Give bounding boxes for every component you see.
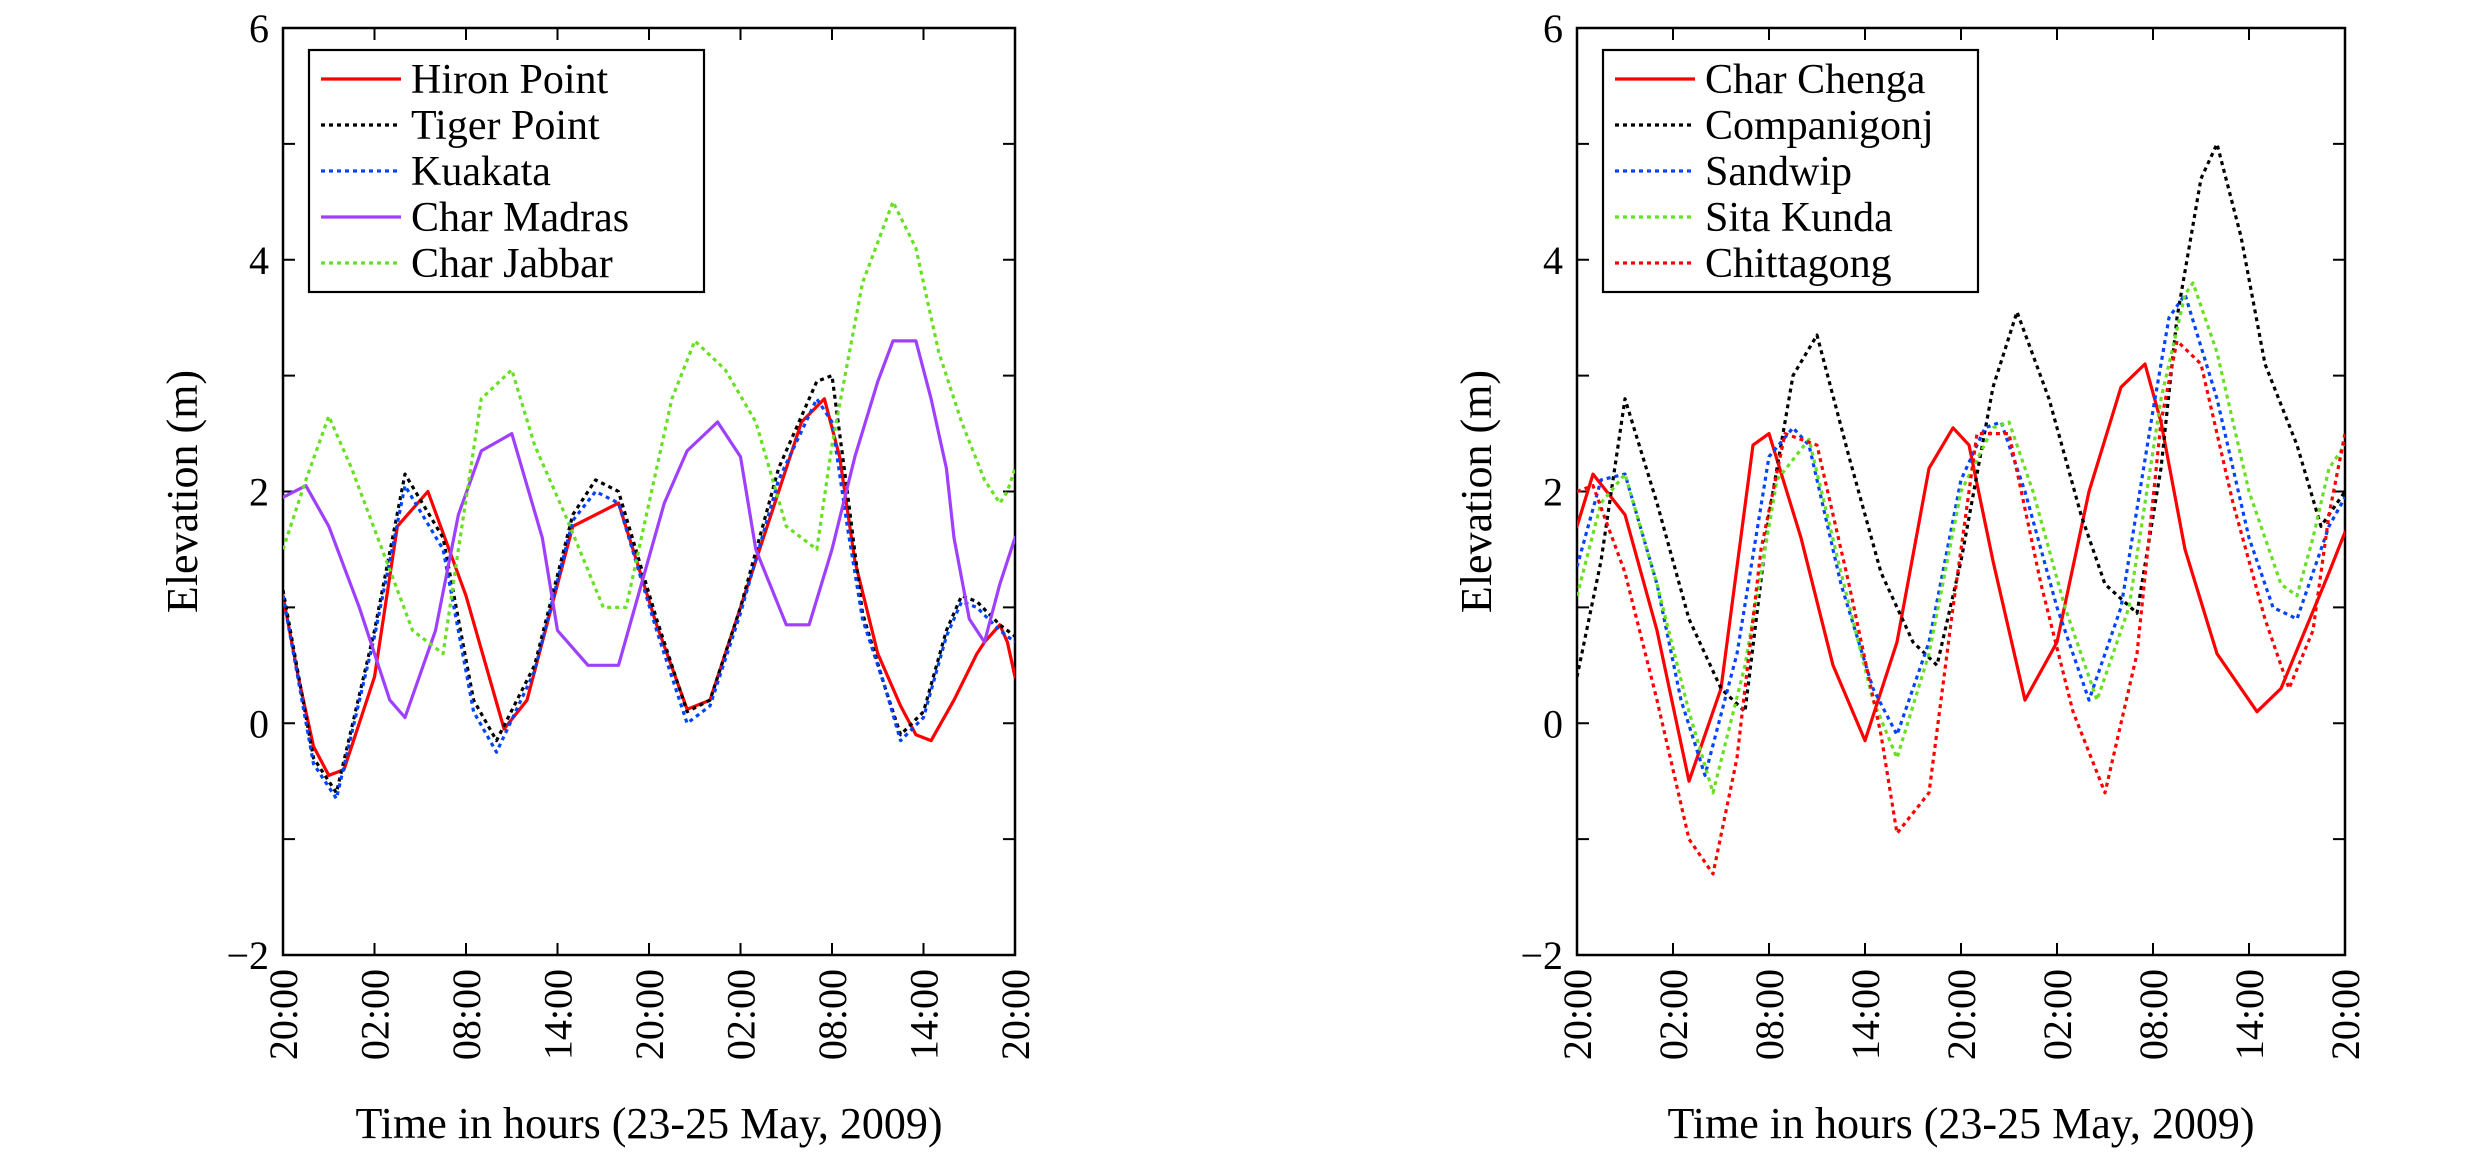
x-tick-label: 02:00 xyxy=(719,969,764,1060)
series-line-char-madras xyxy=(283,339,1015,720)
legend-label-char-chenga: Char Chenga xyxy=(1705,57,1926,103)
legend-label-sita-kunda: Sita Kunda xyxy=(1705,195,1893,241)
legend-label-tiger-point: Tiger Point xyxy=(411,103,600,149)
x-tick-label: 14:00 xyxy=(902,969,947,1060)
y-tick-label: 2 xyxy=(1543,470,1563,515)
series-line-chittagong xyxy=(1577,339,2345,876)
right-chart-panel: −2 0 2 4 6 20:00 02:00 08:00 14:00 20:00 02:00 08:0… xyxy=(1452,6,2368,1148)
y-tick-label: 6 xyxy=(249,6,269,51)
x-tick-label: 20:00 xyxy=(993,969,1038,1060)
x-tick-label: 08:00 xyxy=(444,969,489,1060)
legend-label-chittagong: Chittagong xyxy=(1705,241,1892,287)
legend-label-kuakata: Kuakata xyxy=(411,149,551,195)
x-tick-label: 14:00 xyxy=(1843,969,1888,1060)
left-chart-panel: −2 0 2 4 6 20:00 02:00 08:00 14:00 20:00 02:00 08:0… xyxy=(158,6,1038,1148)
legend-box xyxy=(307,48,706,294)
x-tick-label: 08:00 xyxy=(2131,969,2176,1060)
legend-label-sandwip: Sandwip xyxy=(1705,149,1852,195)
series-line-sita-kunda xyxy=(1577,281,2345,795)
legend-label-hiron-point: Hiron Point xyxy=(411,57,609,103)
x-tick-label: 20:00 xyxy=(2323,969,2368,1060)
series-line-sandwip xyxy=(1577,292,2345,778)
x-axis-title: Time in hours (23-25 May, 2009) xyxy=(1667,1099,2254,1148)
legend-label-companigonj: Companigonj xyxy=(1705,103,1934,149)
y-tick-label: 6 xyxy=(1543,6,1563,51)
legend-label-char-jabbar: Char Jabbar xyxy=(411,241,613,287)
x-tick-label: 02:00 xyxy=(1651,969,1696,1060)
series-line-tiger-point xyxy=(283,374,1015,795)
y-tick-label: −2 xyxy=(226,933,269,978)
y-axis-title: Elevation (m) xyxy=(158,370,207,613)
y-axis-title: Elevation (m) xyxy=(1452,370,1501,613)
x-tick-label: 20:00 xyxy=(1555,969,1600,1060)
x-tick-label: 20:00 xyxy=(1939,969,1984,1060)
x-tick-label: 20:00 xyxy=(261,969,306,1060)
y-tick-label: 0 xyxy=(249,701,269,746)
x-tick-label: 14:00 xyxy=(536,969,581,1060)
x-tick-label: 08:00 xyxy=(810,969,855,1060)
y-tick-label: 4 xyxy=(249,238,269,283)
y-tick-label: 2 xyxy=(249,470,269,515)
y-tick-label: 4 xyxy=(1543,238,1563,283)
series-line-char-chenga xyxy=(1577,362,2345,783)
series-group xyxy=(283,200,1015,801)
x-tick-label: 02:00 xyxy=(2035,969,2080,1060)
x-tick-label: 08:00 xyxy=(1747,969,1792,1060)
x-tick-label: 20:00 xyxy=(627,969,672,1060)
series-line-kuakata xyxy=(283,397,1015,801)
series-line-hiron-point xyxy=(283,397,1015,778)
x-axis-title: Time in hours (23-25 May, 2009) xyxy=(355,1099,942,1148)
legend-label-char-madras: Char Madras xyxy=(411,195,629,241)
series-line-char-jabbar xyxy=(283,200,1015,656)
y-tick-label: 0 xyxy=(1543,701,1563,746)
y-tick-label: −2 xyxy=(1520,933,1563,978)
x-tick-label: 14:00 xyxy=(2227,969,2272,1060)
x-tick-label: 02:00 xyxy=(353,969,398,1060)
series-group xyxy=(1577,142,2345,876)
